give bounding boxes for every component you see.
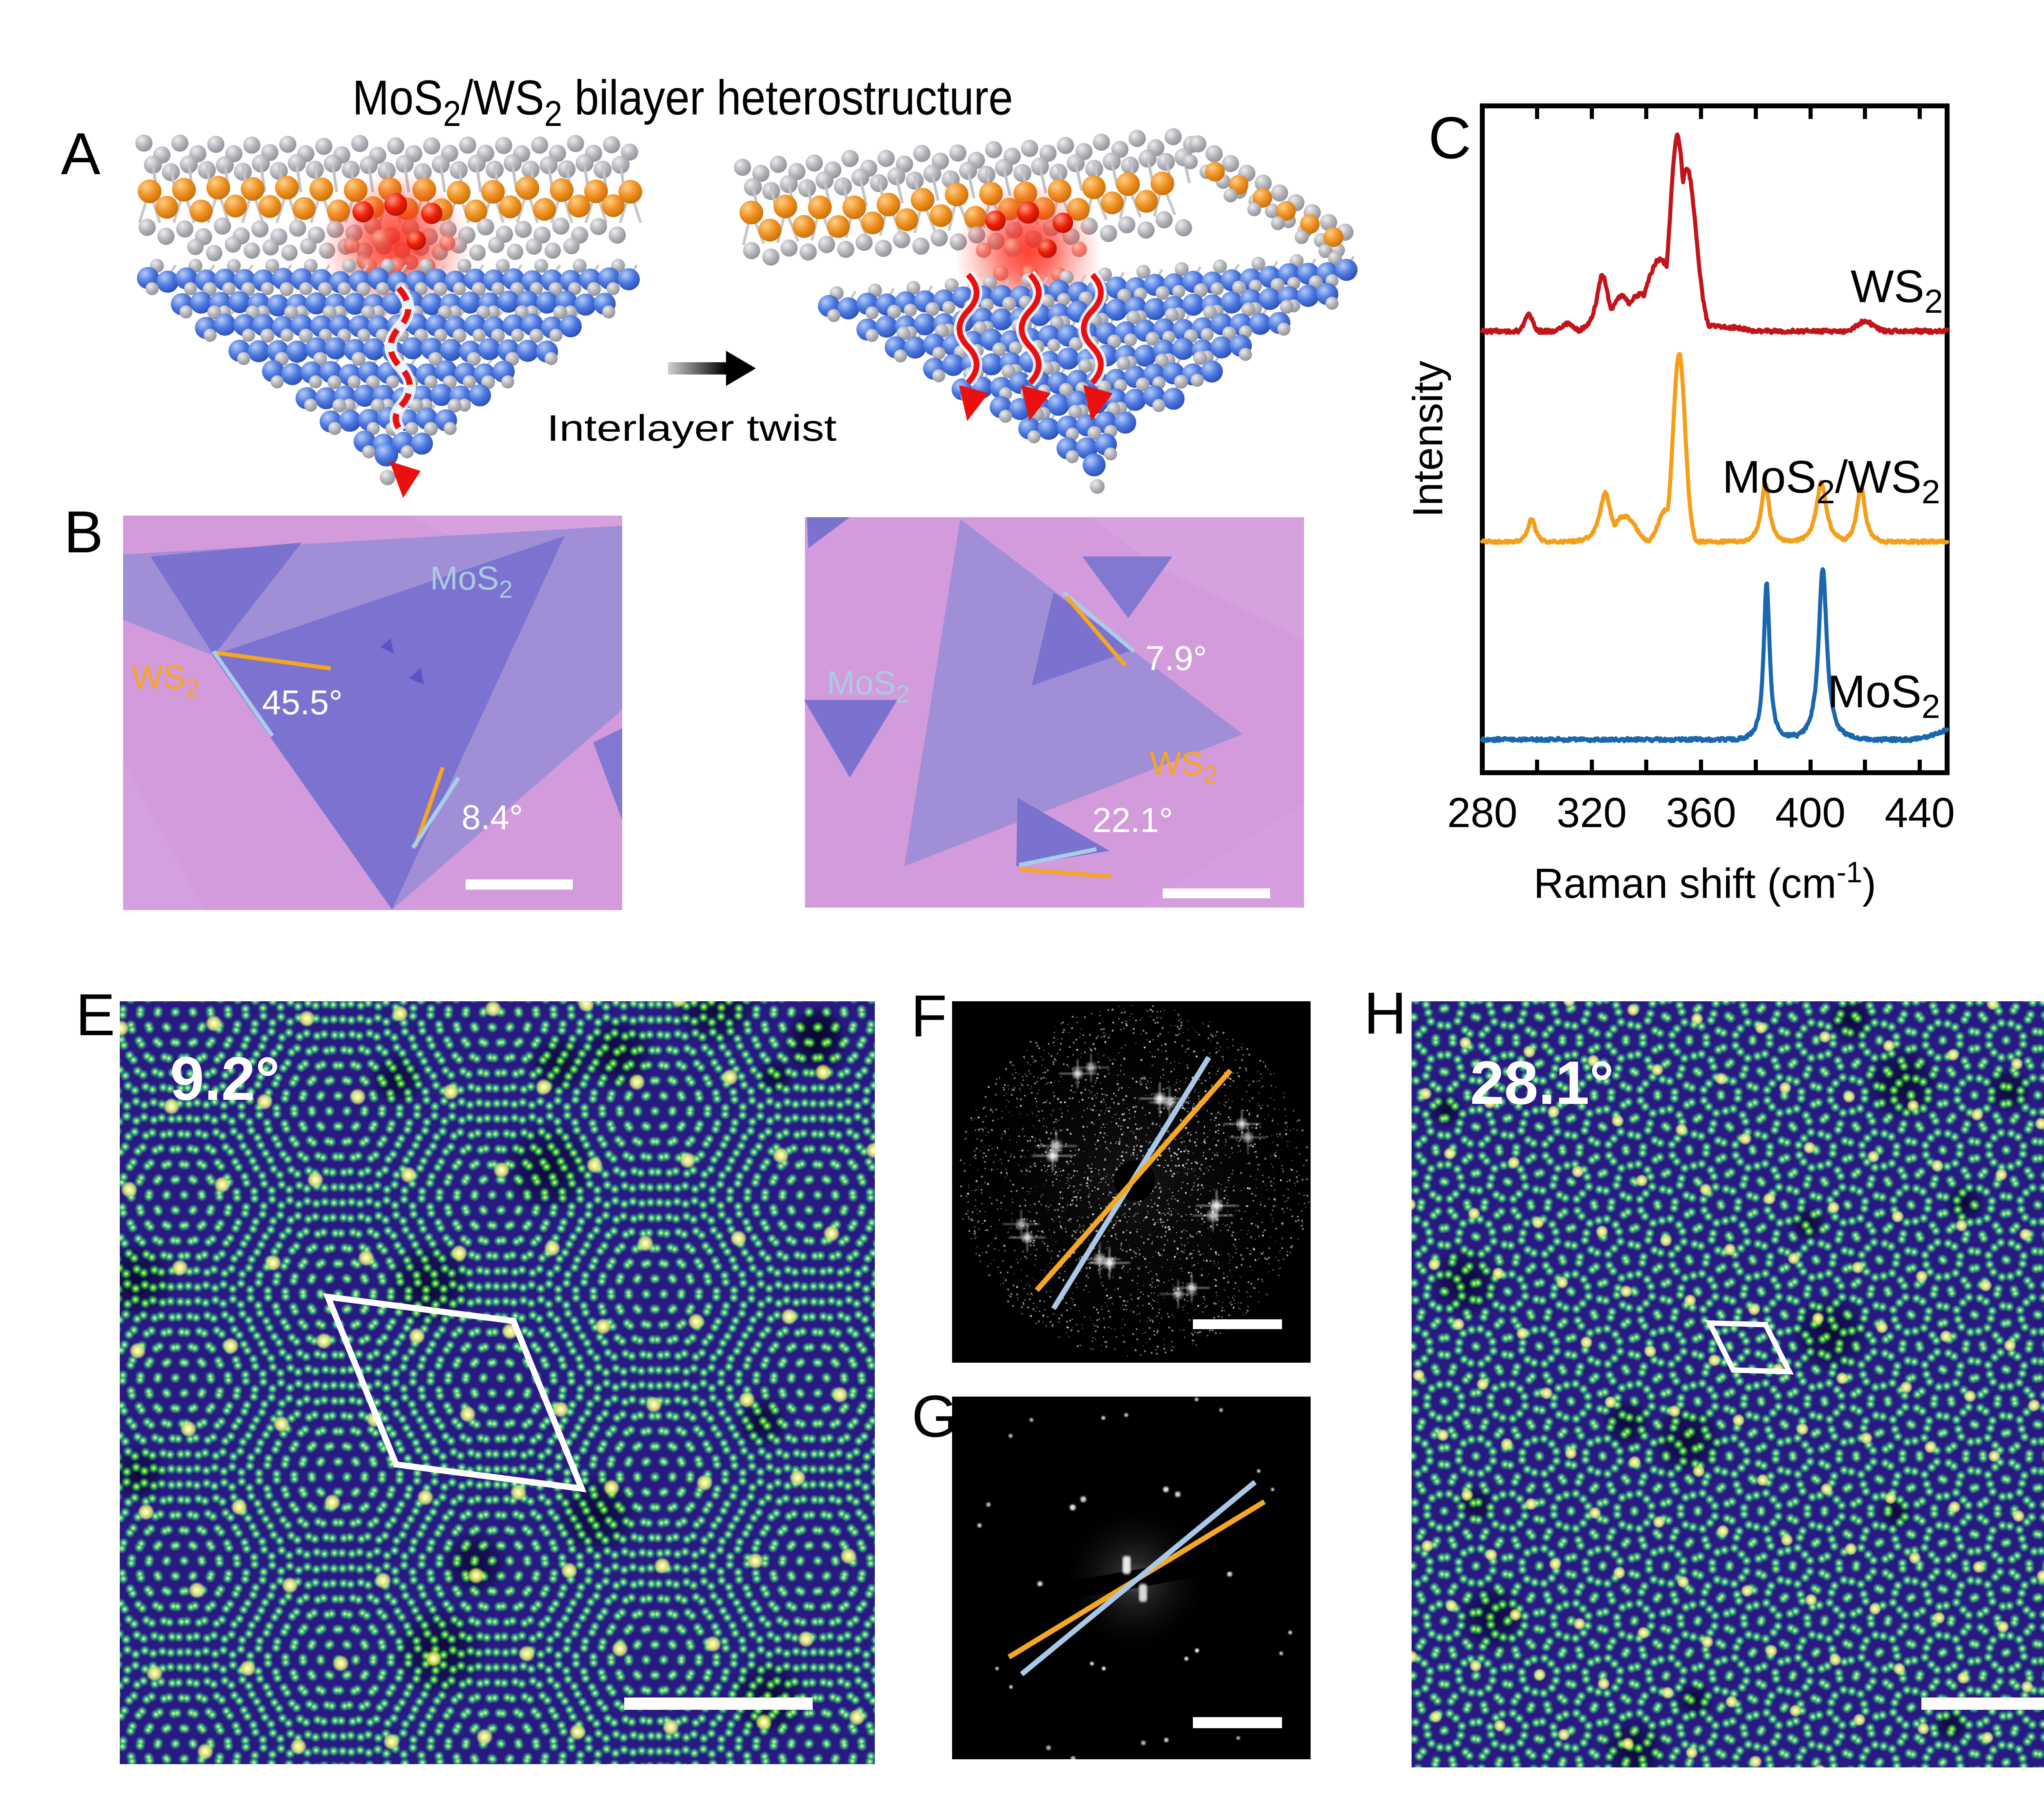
svg-text:400: 400 [1775,789,1846,836]
svg-text:7.9°: 7.9° [1145,639,1207,677]
svg-text:C: C [1428,105,1471,171]
svg-text:F: F [911,983,947,1049]
svg-text:MoS2: MoS2 [430,560,513,603]
svg-text:MoS2/WS2: MoS2/WS2 [1722,451,1940,511]
svg-text:9.2°: 9.2° [170,1044,280,1113]
svg-text:440: 440 [1885,789,1955,836]
svg-text:H: H [1364,980,1407,1046]
svg-text:280: 280 [1447,789,1517,836]
svg-text:8.4°: 8.4° [462,798,523,836]
svg-text:360: 360 [1666,789,1736,836]
svg-text:MoS2: MoS2 [1827,666,1940,725]
svg-text:Intensity: Intensity [1404,361,1451,518]
svg-text:320: 320 [1557,789,1627,836]
svg-text:B: B [64,499,103,565]
svg-text:G: G [912,1383,958,1449]
svg-text:Interlayer twist: Interlayer twist [547,408,837,449]
svg-text:E: E [76,982,115,1048]
svg-text:28.1°: 28.1° [1470,1048,1614,1117]
svg-text:22.1°: 22.1° [1092,801,1173,839]
svg-text:MoS2: MoS2 [827,664,910,708]
svg-text:Raman shift (cm-1): Raman shift (cm-1) [1534,856,1876,907]
svg-text:MoS2/WS2 bilayer heterostructu: MoS2/WS2 bilayer heterostructure [352,70,1013,134]
svg-text:45.5°: 45.5° [262,683,343,722]
svg-text:A: A [61,121,101,187]
